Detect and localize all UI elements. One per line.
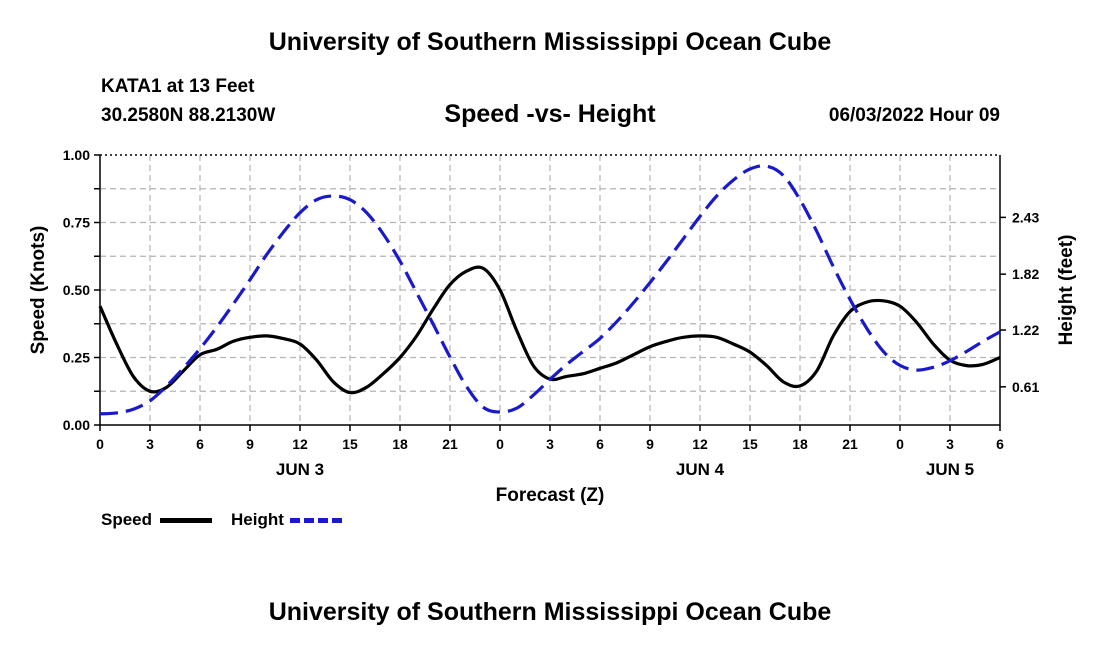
y-tick-label: 1.00 bbox=[63, 147, 90, 163]
legend-height-label: Height bbox=[231, 510, 284, 529]
y-tick-label: 0.25 bbox=[63, 350, 90, 366]
x-tick-label: 9 bbox=[246, 436, 254, 452]
y-tick-label: 0.75 bbox=[63, 215, 90, 231]
legend-speed-label: Speed bbox=[101, 510, 153, 529]
chart-title: Speed -vs- Height bbox=[444, 100, 656, 128]
x-tick-label: 6 bbox=[996, 436, 1004, 452]
x-tick-label: 0 bbox=[896, 436, 904, 452]
x-axis-title: Forecast (Z) bbox=[496, 485, 605, 506]
x-tick-label: 6 bbox=[196, 436, 204, 452]
day-label: JUN 4 bbox=[676, 460, 725, 479]
x-tick-label: 15 bbox=[342, 436, 358, 452]
x-tick-label: 0 bbox=[496, 436, 504, 452]
height-series-line bbox=[99, 164, 1001, 416]
footer-title: University of Southern Mississippi Ocean… bbox=[268, 598, 832, 626]
station-label: KATA1 at 13 Feet bbox=[101, 76, 255, 97]
date-label: 06/03/2022 Hour 09 bbox=[828, 105, 1000, 126]
x-tick-label: 12 bbox=[692, 436, 708, 452]
x-tick-label: 18 bbox=[392, 436, 408, 452]
y-axis-title: Speed (Knots) bbox=[28, 226, 49, 355]
legend-height-swatch bbox=[290, 518, 342, 523]
x-tick-label: 15 bbox=[742, 436, 758, 452]
x-tick-label: 3 bbox=[146, 436, 154, 452]
day-label: JUN 3 bbox=[276, 460, 324, 479]
main-title: University of Southern Mississippi Ocean… bbox=[268, 28, 832, 56]
x-tick-label: 9 bbox=[646, 436, 654, 452]
y2-axis-title: Height (feet) bbox=[1056, 235, 1077, 346]
x-tick-label: 21 bbox=[842, 436, 858, 452]
y2-tick-label: 1.22 bbox=[1012, 322, 1039, 338]
x-tick-label: 6 bbox=[596, 436, 604, 452]
legend-speed-swatch bbox=[160, 518, 212, 523]
y-tick-label: 0.50 bbox=[63, 282, 90, 298]
x-tick-label: 3 bbox=[946, 436, 954, 452]
x-tick-label: 12 bbox=[292, 436, 308, 452]
y2-tick-label: 2.43 bbox=[1012, 209, 1039, 225]
y2-tick-label: 0.61 bbox=[1012, 379, 1039, 395]
x-tick-label: 0 bbox=[96, 436, 104, 452]
y2-tick-label: 1.82 bbox=[1012, 266, 1039, 282]
coordinates-label: 30.2580N 88.2130W bbox=[101, 105, 276, 126]
x-tick-label: 21 bbox=[442, 436, 458, 452]
x-tick-label: 18 bbox=[792, 436, 808, 452]
y-tick-label: 0.00 bbox=[63, 417, 90, 433]
day-label: JUN 5 bbox=[926, 460, 974, 479]
x-tick-label: 3 bbox=[546, 436, 554, 452]
